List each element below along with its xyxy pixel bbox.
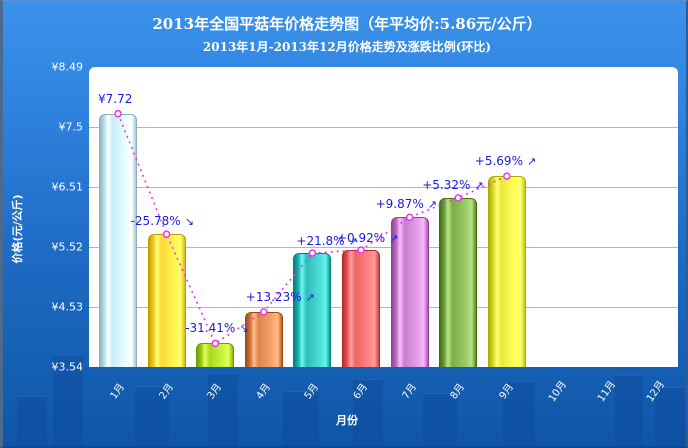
x-tick-label: 1月 <box>108 381 128 402</box>
change-label-text: -31.41% <box>185 321 236 336</box>
y-tick-label: ¥3.54 <box>51 360 84 374</box>
change-label: +5.69% ↗ <box>475 154 536 168</box>
y-tick-label: ¥8.49 <box>51 60 84 74</box>
change-label: +5.32% ↗ <box>422 178 483 192</box>
bar-1月 <box>99 113 137 367</box>
y-tick-label: ¥5.52 <box>51 240 84 254</box>
change-label: -25.78% ↘ <box>131 214 194 228</box>
y-tick-label: ¥4.53 <box>51 300 84 314</box>
arrow-down-icon: ↘ <box>239 322 249 336</box>
bar-6月 <box>342 250 380 367</box>
change-label-text: +5.69% <box>474 154 523 169</box>
bar-8月 <box>439 197 478 367</box>
bg-decoration <box>17 396 47 448</box>
chart-title: 2013年全国平菇年价格走势图（年平均价:5.86元/公斤） <box>152 15 542 33</box>
arrow-up-icon: ↗ <box>389 232 399 246</box>
bg-decoration <box>208 373 238 448</box>
bg-decoration <box>353 379 383 448</box>
x-tick-label: 10月 <box>547 379 570 405</box>
change-label: ¥7.72 <box>98 92 132 106</box>
bg-decoration <box>283 391 319 448</box>
x-tick-label: 4月 <box>254 381 273 402</box>
change-label: +13.23% ↗ <box>246 290 315 304</box>
arrow-down-icon: ↘ <box>184 215 194 229</box>
change-label-text: -25.78% <box>130 214 181 229</box>
bar-9月 <box>487 176 526 367</box>
change-label: -31.41% ↘ <box>185 321 248 335</box>
bar-2月 <box>147 234 186 367</box>
arrow-up-icon: ↗ <box>305 290 315 304</box>
change-label: +9.87% ↗ <box>376 197 437 211</box>
chart-subtitle: 2013年1月-2013年12月价格走势及涨跌比例(环比) <box>202 40 492 54</box>
bg-decoration <box>615 375 643 448</box>
bg-decoration <box>423 393 457 448</box>
arrow-up-icon: ↗ <box>427 198 437 212</box>
bg-decoration <box>53 355 83 448</box>
change-label-text: +9.87% <box>375 197 424 212</box>
bg-decoration <box>135 386 169 448</box>
change-label: +0.92% ↗ <box>337 231 398 245</box>
gridline <box>89 127 678 128</box>
bg-decoration <box>655 387 685 448</box>
arrow-up-icon: ↗ <box>474 178 484 192</box>
gridline <box>89 187 678 188</box>
y-tick-label: ¥7.5 <box>58 120 84 134</box>
arrow-up-icon: ↗ <box>526 155 537 169</box>
change-label-text: ¥7.72 <box>98 91 133 106</box>
y-tick-label: ¥6.51 <box>51 180 84 194</box>
bar-3月 <box>196 343 235 367</box>
change-label-text: +0.92% <box>337 231 386 246</box>
change-label-text: +5.32% <box>422 177 471 192</box>
bar-4月 <box>244 311 283 367</box>
bar-5月 <box>293 253 332 367</box>
x-axis-label: 月份 <box>336 414 358 427</box>
bg-decoration <box>503 381 535 448</box>
change-label-text: +13.23% <box>245 289 302 304</box>
x-tick-label: 7月 <box>400 381 419 402</box>
